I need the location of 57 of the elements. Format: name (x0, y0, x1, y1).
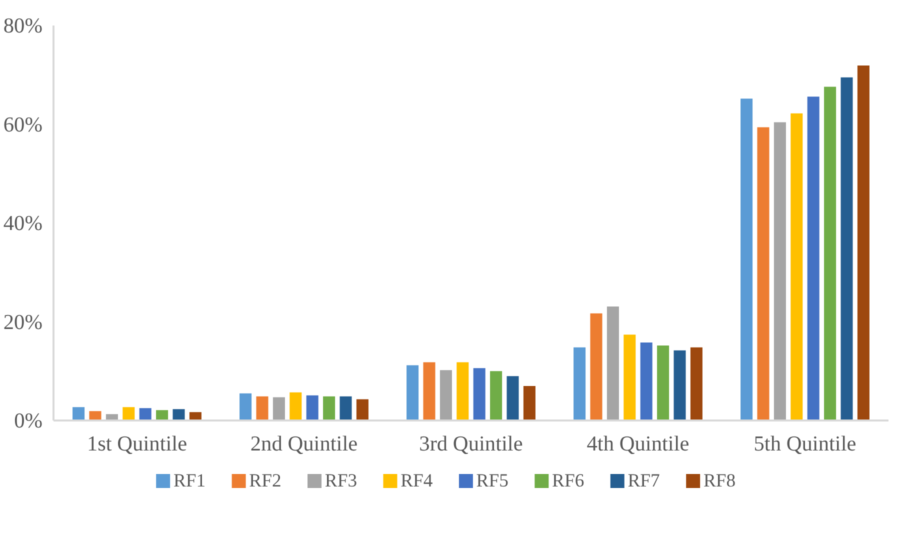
bar (338, 395, 353, 420)
bar (238, 392, 253, 420)
bar (456, 361, 470, 420)
y-tick-label: 60% (3, 112, 43, 136)
bar (88, 410, 102, 420)
bar (639, 341, 654, 420)
bar (740, 98, 754, 420)
bar (472, 367, 486, 420)
bar (806, 96, 820, 420)
bar (172, 408, 186, 420)
legend-label: RF1 (173, 470, 206, 492)
bar (506, 375, 520, 420)
bar (288, 391, 303, 420)
x-tick-label: 3rd Quintile (419, 432, 523, 456)
bar (438, 369, 453, 420)
bar (188, 411, 202, 420)
bar (72, 406, 86, 420)
bar (756, 126, 770, 420)
legend-label: RF8 (703, 470, 736, 492)
bar (422, 361, 436, 420)
bar (305, 394, 320, 420)
bar (622, 334, 637, 420)
y-tick-label: 20% (3, 310, 43, 334)
bar (823, 86, 838, 420)
y-tick-label: 0% (14, 408, 43, 432)
bar (522, 384, 536, 420)
bar (589, 312, 604, 420)
legend-label: RF4 (400, 470, 434, 492)
x-tick-label: 1st Quintile (86, 432, 188, 456)
bar (122, 406, 136, 420)
bar (772, 121, 787, 420)
bar (856, 64, 870, 420)
legend-label: RF3 (324, 470, 358, 492)
bar (406, 364, 420, 420)
bar (790, 112, 804, 420)
x-tick-label: 4th Quintile (586, 432, 690, 456)
y-tick-label: 40% (3, 211, 43, 235)
legend-label: RF6 (552, 470, 584, 492)
bar (489, 370, 504, 420)
bar (272, 396, 286, 420)
x-tick-label: 2nd Quintile (250, 432, 358, 456)
bar (255, 395, 270, 420)
bar (606, 305, 620, 420)
bar (322, 395, 336, 420)
bar (138, 407, 152, 420)
x-tick-label: 5th Quintile (754, 432, 856, 456)
y-tick-label: 80% (3, 14, 43, 38)
bar (689, 346, 704, 420)
bar (656, 344, 670, 420)
legend-label: RF7 (628, 470, 660, 492)
bar (155, 409, 170, 420)
legend-label: RF2 (249, 470, 282, 492)
bar (355, 398, 370, 420)
bar (672, 349, 687, 420)
bar (572, 346, 587, 420)
legend-label: RF5 (476, 470, 508, 492)
bar (840, 76, 854, 420)
